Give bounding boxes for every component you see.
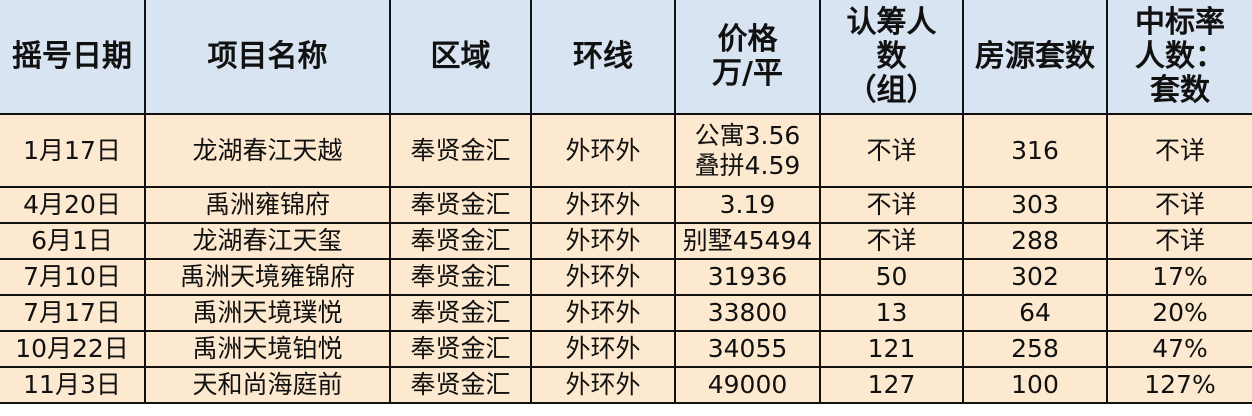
price-text: 叠拼4.59: [694, 150, 801, 180]
cell-rate: 20%: [1106, 294, 1252, 332]
table-row: 7月17日 禹洲天境璞悦 奉贤金汇 外环外 33800 13 64 20%: [0, 294, 1252, 332]
table-row: 10月22日 禹洲天境铂悦 奉贤金汇 外环外 34055 121 258 47%: [0, 330, 1252, 368]
cell-date: 6月1日: [0, 222, 146, 260]
cell-date: 10月22日: [0, 330, 146, 368]
cell-price: 49000: [674, 366, 821, 404]
cell-project: 禹洲天境璞悦: [144, 294, 391, 332]
cell-subscribers: 127: [819, 366, 964, 404]
table-row: 7月10日 禹洲天境雍锦府 奉贤金汇 外环外 31936 50 302 17%: [0, 258, 1252, 296]
cell-subscribers: 不详: [819, 113, 964, 188]
table-body: 1月17日 龙湖春江天越 奉贤金汇 外环外 公寓3.56 叠拼4.59 不详 316 不详 4月2…: [0, 113, 1252, 404]
table-row: 4月20日 禹洲雍锦府 奉贤金汇 外环外 3.19 不详 303 不详: [0, 186, 1252, 224]
header-text: 房源套数: [975, 38, 1095, 74]
cell-ring: 外环外: [530, 186, 676, 224]
header-text: 项目名称: [207, 38, 328, 74]
cell-units: 100: [962, 366, 1108, 404]
cell-rate: 17%: [1106, 258, 1252, 296]
cell-project: 禹洲天境雍锦府: [144, 258, 391, 296]
cell-ring: 外环外: [530, 330, 676, 368]
price-text: 别墅45494: [682, 226, 813, 255]
cell-project: 天和尚海庭前: [144, 366, 391, 404]
lottery-table: 摇号日期 项目名称 区域 环线 价格 万/平 认筹人数（组） 房源套数 中标率 人数： 套数 1月1…: [0, 0, 1252, 404]
cell-subscribers: 不详: [819, 186, 964, 224]
header-ring: 环线: [530, 0, 676, 115]
cell-subscribers: 不详: [819, 222, 964, 260]
cell-project: 龙湖春江天越: [144, 113, 391, 188]
cell-units: 288: [962, 222, 1108, 260]
cell-ring: 外环外: [530, 258, 676, 296]
cell-price: 公寓3.56 叠拼4.59: [674, 113, 821, 188]
cell-region: 奉贤金汇: [389, 330, 532, 368]
table-row: 11月3日 天和尚海庭前 奉贤金汇 外环外 49000 127 100 127%: [0, 366, 1252, 404]
cell-date: 1月17日: [0, 113, 146, 188]
cell-subscribers: 13: [819, 294, 964, 332]
cell-subscribers: 50: [819, 258, 964, 296]
header-subscribers: 认筹人数（组）: [819, 0, 964, 115]
price-text: 34055: [707, 334, 788, 363]
cell-region: 奉贤金汇: [389, 222, 532, 260]
header-text: 区域: [430, 38, 491, 74]
cell-units: 302: [962, 258, 1108, 296]
cell-region: 奉贤金汇: [389, 113, 532, 188]
header-text: 中标率: [1135, 4, 1225, 40]
cell-region: 奉贤金汇: [389, 258, 532, 296]
cell-rate: 47%: [1106, 330, 1252, 368]
price-text: 49000: [707, 370, 788, 399]
cell-ring: 外环外: [530, 294, 676, 332]
price-text: 3.19: [719, 190, 776, 219]
cell-date: 4月20日: [0, 186, 146, 224]
cell-region: 奉贤金汇: [389, 366, 532, 404]
cell-ring: 外环外: [530, 113, 676, 188]
header-text: 认筹人: [846, 4, 937, 40]
cell-units: 316: [962, 113, 1108, 188]
price-text: 33800: [707, 298, 788, 327]
header-text: 环线: [573, 38, 633, 74]
cell-price: 3.19: [674, 186, 821, 224]
cell-project: 禹洲天境铂悦: [144, 330, 391, 368]
cell-units: 258: [962, 330, 1108, 368]
cell-price: 31936: [674, 258, 821, 296]
header-text: 人数：: [1135, 38, 1225, 74]
header-project: 项目名称: [144, 0, 391, 115]
cell-rate: 不详: [1106, 113, 1252, 188]
cell-project: 龙湖春江天玺: [144, 222, 391, 260]
cell-price: 别墅45494: [674, 222, 821, 260]
table-row: 1月17日 龙湖春江天越 奉贤金汇 外环外 公寓3.56 叠拼4.59 不详 316 不详: [0, 113, 1252, 188]
header-units: 房源套数: [962, 0, 1108, 115]
header-text: 摇号日期: [12, 38, 132, 74]
header-text: 万/平: [712, 55, 783, 91]
cell-region: 奉贤金汇: [389, 294, 532, 332]
cell-ring: 外环外: [530, 366, 676, 404]
price-text: 公寓3.56: [694, 120, 801, 150]
cell-price: 33800: [674, 294, 821, 332]
header-text: 价格: [717, 21, 778, 57]
cell-rate: 127%: [1106, 366, 1252, 404]
header-region: 区域: [389, 0, 532, 115]
header-text: 套数: [1150, 72, 1210, 108]
header-rate: 中标率 人数： 套数: [1106, 0, 1252, 115]
cell-date: 11月3日: [0, 366, 146, 404]
cell-ring: 外环外: [530, 222, 676, 260]
cell-units: 64: [962, 294, 1108, 332]
header-text: 数: [876, 38, 907, 74]
price-text: 31936: [707, 262, 788, 291]
cell-subscribers: 121: [819, 330, 964, 368]
table-row: 6月1日 龙湖春江天玺 奉贤金汇 外环外 别墅45494 不详 288 不详: [0, 222, 1252, 260]
header-row: 摇号日期 项目名称 区域 环线 价格 万/平 认筹人数（组） 房源套数 中标率 人数： 套数: [0, 0, 1252, 115]
cell-rate: 不详: [1106, 186, 1252, 224]
cell-price: 34055: [674, 330, 821, 368]
cell-region: 奉贤金汇: [389, 186, 532, 224]
cell-date: 7月10日: [0, 258, 146, 296]
header-date: 摇号日期: [0, 0, 146, 115]
cell-units: 303: [962, 186, 1108, 224]
cell-rate: 不详: [1106, 222, 1252, 260]
cell-date: 7月17日: [0, 294, 146, 332]
header-price: 价格 万/平: [674, 0, 821, 115]
cell-project: 禹洲雍锦府: [144, 186, 391, 224]
header-text: （组）: [846, 72, 937, 108]
